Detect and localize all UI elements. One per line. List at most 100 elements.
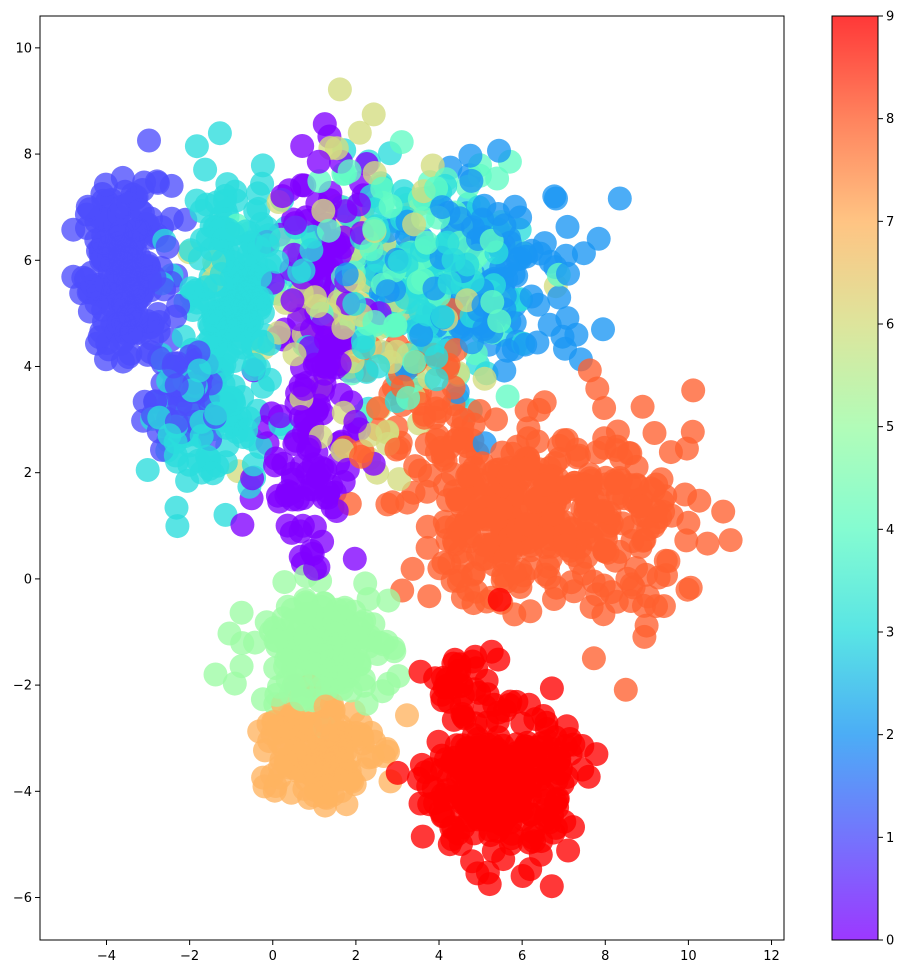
scatter-point (458, 143, 483, 168)
scatter-point (312, 112, 337, 137)
colorbar: 0 1 2 3 4 5 6 7 8 9 (831, 10, 894, 949)
scatter-point (674, 528, 699, 553)
scatter-point (329, 676, 354, 701)
scatter-point (473, 471, 498, 496)
scatter-point (437, 270, 462, 295)
scatter-point (410, 824, 435, 849)
scatter-point (658, 440, 683, 465)
scatter-point (100, 251, 125, 275)
x-tick-label: 10 (680, 949, 697, 964)
scatter-point (384, 437, 409, 462)
scatter-point (513, 332, 538, 357)
scatter-point (430, 195, 455, 220)
scatter-point (518, 857, 543, 882)
scatter-point (135, 458, 160, 482)
scatter-point (375, 419, 400, 444)
x-tick-label: 2 (352, 949, 360, 964)
scatter-point (680, 419, 705, 444)
scatter-point (204, 401, 229, 426)
scatter-point (621, 575, 646, 600)
scatter-point (547, 433, 572, 458)
scatter-point (417, 584, 442, 609)
scatter-point (376, 588, 401, 613)
scatter-point (480, 290, 505, 314)
scatter-point (385, 760, 410, 785)
scatter-point (486, 647, 511, 672)
scatter-point (492, 358, 517, 383)
scatter-point (605, 419, 630, 444)
scatter-point (495, 384, 520, 409)
scatter-point (202, 273, 227, 298)
y-tick-label: 8 (24, 148, 32, 163)
scatter-point (545, 786, 570, 811)
scatter-point (327, 352, 352, 377)
scatter-point (361, 102, 386, 127)
scatter-point (347, 120, 372, 145)
scatter-point (272, 570, 297, 595)
y-tick-label: 2 (24, 466, 32, 481)
scatter-point (460, 649, 485, 674)
scatter-point (576, 764, 601, 789)
scatter-point (675, 577, 700, 602)
scatter-point (574, 544, 599, 569)
scatter-point (203, 662, 228, 687)
scatter-point (270, 184, 295, 209)
scatter-point (77, 197, 102, 222)
scatter-point (415, 479, 440, 504)
scatter-point (424, 176, 449, 201)
scatter-point (472, 193, 497, 218)
scatter-point (299, 238, 324, 262)
scatter-point (415, 535, 440, 560)
scatter-point (145, 170, 170, 195)
scatter-point (485, 166, 510, 191)
scatter-point (432, 509, 457, 534)
scatter-point (306, 149, 331, 174)
scatter-point (538, 546, 563, 571)
scatter-point (475, 682, 500, 707)
scatter-point (342, 291, 367, 316)
colorbar-ticks: 0 1 2 3 4 5 6 7 8 9 (878, 10, 894, 949)
scatter-point (334, 262, 359, 287)
scatter-point (554, 765, 579, 789)
scatter-point (360, 744, 385, 769)
points-layer (61, 77, 743, 899)
scatter-point (290, 134, 315, 158)
scatter-point (299, 602, 324, 627)
colorbar-tick-label: 5 (886, 420, 894, 435)
scatter-point (248, 265, 273, 289)
scatter-point (485, 782, 510, 807)
scatter-point (247, 236, 272, 260)
scatter-point (142, 265, 167, 290)
y-tick-label: 6 (24, 254, 32, 269)
scatter-point (135, 309, 160, 334)
scatter-point (250, 171, 275, 196)
scatter-point (571, 241, 596, 266)
scatter-point (293, 626, 318, 651)
scatter-point (342, 546, 367, 571)
scatter-point (310, 379, 335, 404)
scatter-point (476, 507, 501, 532)
scatter-point (487, 587, 512, 612)
scatter-point (383, 312, 408, 337)
scatter-point (311, 655, 336, 680)
scatter-point (179, 276, 204, 301)
scatter-point (529, 757, 554, 782)
y-tick-label: 4 (24, 360, 32, 375)
scatter-point (565, 445, 590, 470)
scatter-point (577, 358, 602, 383)
x-axis: −4 −2 0 2 4 6 8 10 12 (97, 940, 780, 964)
scatter-point (260, 722, 285, 747)
colorbar-tick-label: 2 (886, 728, 894, 743)
scatter-point (316, 218, 341, 243)
scatter-point (480, 732, 505, 757)
scatter-point (325, 597, 350, 622)
scatter-point (327, 77, 352, 102)
scatter-point (522, 829, 546, 854)
scatter-point (347, 649, 371, 674)
scatter-point (250, 329, 275, 354)
scatter-point (461, 412, 486, 437)
scatter-point (246, 285, 271, 310)
scatter-point (389, 130, 414, 155)
x-tick-label: 0 (269, 949, 277, 964)
scatter-point (515, 457, 540, 482)
